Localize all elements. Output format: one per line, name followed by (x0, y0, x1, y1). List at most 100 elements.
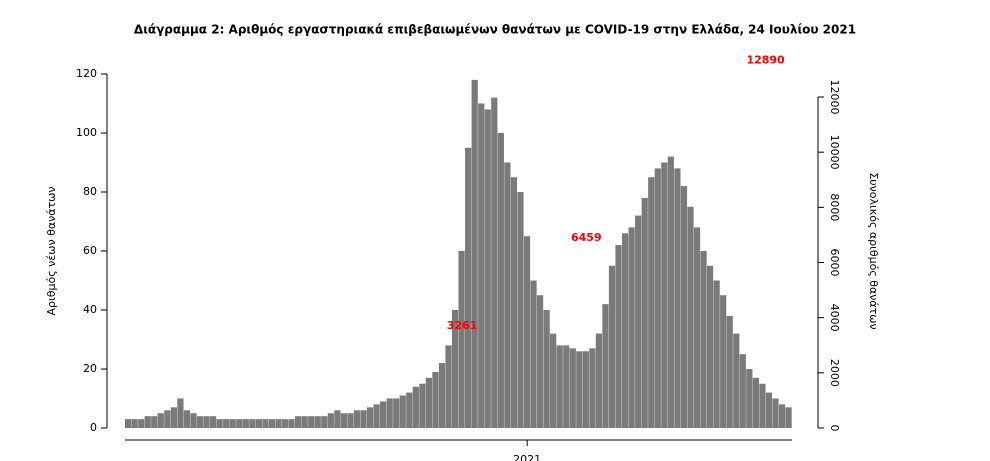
bar (667, 156, 674, 428)
value-label: 12890 (746, 53, 785, 66)
bar (380, 401, 387, 428)
bar (170, 407, 177, 428)
bar (563, 345, 570, 428)
value-label: 3261 (447, 319, 478, 332)
bar (262, 419, 269, 428)
bar (314, 416, 321, 428)
y-tick-label: 100 (76, 126, 97, 139)
y2-tick-label: 8000 (828, 193, 841, 221)
bar (393, 398, 400, 428)
bar (399, 395, 406, 428)
bar (360, 410, 367, 428)
bar (569, 348, 576, 428)
bar (164, 410, 171, 428)
bar (615, 245, 622, 428)
bar (327, 413, 334, 428)
bar (739, 354, 746, 428)
bar (242, 419, 249, 428)
bar (576, 351, 583, 428)
bar (595, 333, 603, 428)
bar (281, 419, 289, 428)
bar (778, 404, 786, 428)
bar (438, 363, 446, 428)
bar (412, 386, 419, 428)
bar (236, 419, 243, 428)
bar (458, 251, 465, 428)
bar (628, 227, 635, 428)
bar (478, 103, 485, 428)
bar (746, 369, 753, 428)
bar (471, 79, 478, 429)
bar (720, 295, 727, 428)
bar (785, 407, 792, 428)
bar (713, 280, 720, 428)
bar (131, 419, 138, 428)
bar (687, 206, 694, 428)
y-tick-label: 80 (83, 185, 97, 198)
bar (589, 348, 596, 428)
bar (255, 419, 262, 428)
bar (504, 162, 511, 428)
bar (523, 236, 531, 428)
y2-tick-label: 0 (828, 425, 841, 432)
y-axis-label: Αριθμός νέων θανάτων (45, 187, 58, 316)
bar (497, 133, 504, 428)
bar (340, 413, 348, 428)
bar (308, 416, 315, 428)
bar (491, 97, 498, 428)
bar (543, 310, 550, 428)
bar (674, 168, 681, 428)
y-tick-label: 120 (76, 67, 97, 80)
bar (157, 413, 164, 428)
bar (190, 413, 197, 428)
bar (321, 416, 328, 428)
bar (353, 410, 361, 428)
bar (510, 177, 518, 428)
bar (203, 416, 210, 428)
bar (608, 265, 616, 428)
bar (680, 186, 688, 428)
value-label: 6459 (571, 231, 602, 244)
bar (144, 416, 151, 428)
bar (772, 398, 779, 428)
bar (550, 333, 557, 428)
bar (386, 398, 393, 428)
bar (752, 377, 759, 428)
y2-tick-label: 10000 (828, 135, 841, 170)
bar (654, 168, 661, 428)
bar (582, 351, 589, 428)
bar (275, 419, 282, 428)
bar (517, 192, 524, 428)
bar (726, 315, 733, 428)
bar (347, 413, 354, 428)
y-tick-label: 20 (83, 362, 97, 375)
bar (223, 419, 230, 428)
bar (125, 419, 132, 428)
y2-tick-label: 2000 (828, 359, 841, 387)
bar (621, 233, 629, 428)
bar (602, 304, 609, 428)
bar (530, 280, 537, 428)
bar (210, 416, 217, 428)
bar (635, 215, 642, 428)
bar (183, 410, 191, 428)
y2-axis-label: Συνολικός αριθμός θανάτων (867, 172, 880, 329)
bar (419, 383, 426, 428)
bar (295, 416, 302, 428)
bar (484, 109, 491, 429)
bar (759, 383, 766, 428)
y2-tick-label: 6000 (828, 249, 841, 277)
bar (138, 419, 145, 428)
bar (334, 410, 341, 428)
bar (693, 227, 701, 428)
bar (536, 295, 544, 428)
bar (648, 177, 655, 428)
bar (406, 392, 413, 428)
bar (661, 162, 668, 428)
bar (465, 147, 472, 428)
bar (366, 407, 374, 428)
y-tick-label: 40 (83, 303, 97, 316)
bar (373, 404, 380, 428)
bar (268, 419, 276, 428)
bar (151, 416, 158, 428)
